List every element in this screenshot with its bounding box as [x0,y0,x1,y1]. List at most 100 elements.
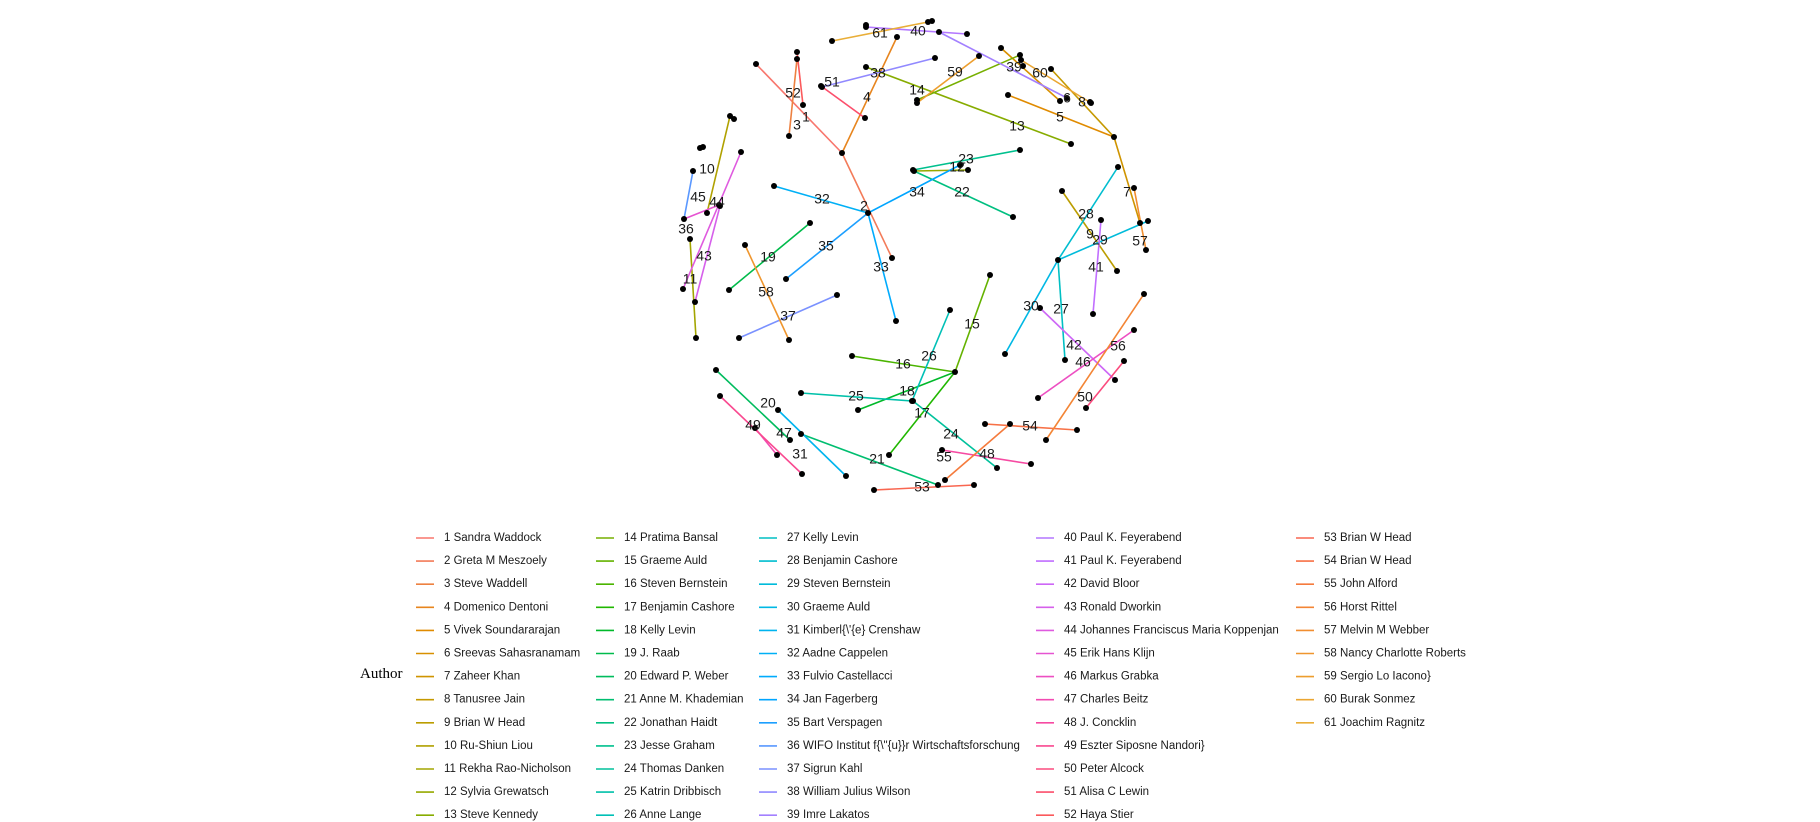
legend-item-name: Anne Lange [639,809,701,821]
legend-item-id: 61 [1324,717,1337,729]
node-112 [700,144,706,150]
legend-item-45: 45 Erik Hans Klijn [1064,648,1155,660]
node-35 [1010,214,1016,220]
legend-item-name: Rekha Rao-Nicholson [459,763,571,775]
legend-item-name: Aadne Cappelen [802,648,888,660]
legend-item-4: 4 Domenico Dentoni [444,601,548,613]
legend-item-id: 27 [787,532,800,544]
legend-item-name: Katrin Dribbisch [640,786,721,798]
edge-label-29: 29 [1092,232,1108,248]
legend-item-id: 20 [624,671,637,683]
legend-item-id: 43 [1064,601,1077,613]
node-87 [800,102,806,108]
node-57 [736,335,742,341]
legend-item-id: 7 [444,671,450,683]
node-25 [952,369,958,375]
edge-label-8: 8 [1078,94,1086,110]
edge-label-16: 16 [895,356,911,372]
edge-label-49: 49 [745,417,761,433]
edge-label-40: 40 [910,23,926,39]
legend-item-name: Alisa C Lewin [1079,786,1149,798]
node-96 [1131,185,1137,191]
node-108 [1020,63,1026,69]
legend-item-10: 10 Ru-Shiun Liou [444,740,533,752]
node-54 [783,276,789,282]
legend-item-id: 11 [444,763,456,775]
edge-31 [777,409,847,477]
legend-item-44: 44 Johannes Franciscus Maria Koppenjan [1064,624,1279,636]
node-33 [798,431,804,437]
node-16 [687,236,693,242]
edge-5 [1007,94,1115,138]
edge-label-48: 48 [979,446,995,462]
legend-item-42: 42 David Bloor [1064,578,1140,590]
legend-item-id: 52 [1064,809,1077,821]
node-15 [704,210,710,216]
legend-item-id: 31 [787,624,800,636]
edge-36 [683,170,694,220]
legend-item-id: 53 [1324,532,1337,544]
legend-item-name: Johannes Franciscus Maria Koppenjan [1080,624,1279,636]
edge-label-61: 61 [872,25,888,41]
edge-8 [1050,68,1115,138]
edge-61 [831,21,929,42]
edge-label-46: 46 [1075,354,1091,370]
node-23 [1017,52,1023,58]
edge-label-15: 15 [964,316,980,332]
edge-label-26: 26 [921,348,937,364]
node-45 [1115,164,1121,170]
edge-55 [944,423,1011,481]
edge-label-33: 33 [873,259,889,275]
legend-item-name: Markus Grabka [1080,671,1159,683]
node-39 [994,465,1000,471]
legend-item-name: Joachim Ragnitz [1340,717,1425,729]
legend-item-id: 5 [444,624,450,636]
legend-item-15: 15 Graeme Auld [624,555,707,567]
edge-label-52: 52 [785,85,801,101]
node-94 [1043,437,1049,443]
legend-item-id: 8 [444,694,450,706]
legend-item-id: 15 [624,555,637,567]
legend-item-name: Melvin M Webber [1340,624,1429,636]
node-69 [692,299,698,305]
edge-43 [694,205,721,303]
legend-item-59: 59 Sergio Lo Iacono} [1324,671,1431,683]
legend-item-57: 57 Melvin M Webber [1324,624,1429,636]
node-53 [957,162,963,168]
edge-23 [912,149,1021,171]
edge-label-30: 30 [1023,298,1039,314]
edge-44 [682,151,742,290]
edge-label-21: 21 [869,451,885,467]
node-100 [914,100,920,106]
edge-label-23: 23 [958,151,974,167]
node-88 [871,487,877,493]
edge-label-43: 43 [696,248,712,264]
node-5 [894,34,900,40]
node-65 [1090,311,1096,317]
node-30 [807,220,813,226]
legend-item-id: 22 [624,717,637,729]
edge-label-22: 22 [954,184,970,200]
edge-label-13: 13 [1009,118,1025,134]
edge-label-51: 51 [824,74,840,90]
legend-item-name: J. Raab [640,648,680,660]
legend-item-name: David Bloor [1080,578,1140,590]
node-90 [982,421,988,427]
legend-item-name: Kelly Levin [803,532,859,544]
edge-18 [857,371,956,411]
legend-item-name: Horst Rittel [1340,601,1397,613]
legend-item-id: 4 [444,601,451,613]
edge-label-39: 39 [1006,59,1022,75]
node-55 [681,216,687,222]
legend-item-16: 16 Steven Bernstein [624,578,728,590]
legend-item-12: 12 Sylvia Grewatsch [444,786,549,798]
legend-item-id: 12 [444,786,457,798]
legend-item-name: Steve Kennedy [460,809,538,821]
edge-38 [821,57,936,88]
legend-item-name: Paul K. Feyerabend [1080,555,1182,567]
node-36 [910,167,916,173]
edge-label-2: 2 [860,198,868,214]
edge-6 [1000,47,1061,102]
edge-12 [913,169,969,172]
node-37 [1017,147,1023,153]
